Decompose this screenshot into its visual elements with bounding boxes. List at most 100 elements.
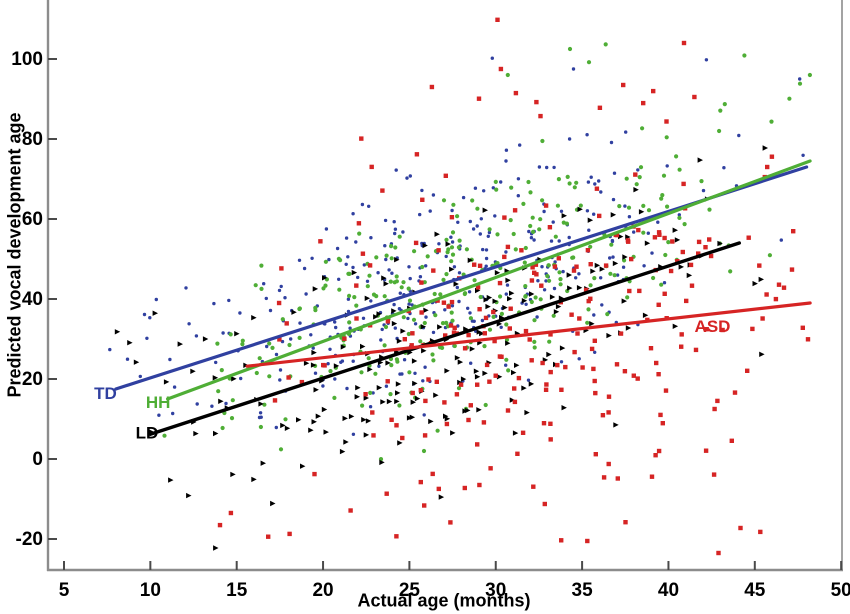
scatter-series-td: [108, 56, 805, 436]
scatter-point-asd: [750, 326, 755, 332]
scatter-point-ld: [485, 303, 491, 310]
scatter-point-asd: [380, 188, 385, 193]
scatter-point-asd: [679, 344, 684, 349]
scatter-point-td: [354, 240, 358, 244]
scatter-point-hh: [660, 193, 665, 198]
scatter-point-hh: [240, 342, 245, 347]
scatter-point-td: [145, 336, 149, 340]
y-tick-label: 60: [22, 209, 43, 230]
scatter-point-hh: [220, 425, 225, 431]
scatter-point-td: [268, 308, 273, 313]
scatter-point-hh: [240, 338, 245, 343]
scatter-point-td: [392, 302, 396, 307]
scatter-point-asd: [458, 382, 464, 387]
scatter-point-ld: [363, 432, 370, 438]
scatter-point-hh: [359, 370, 364, 375]
scatter-point-td: [504, 159, 508, 163]
scatter-point-td: [346, 297, 351, 301]
scatter-point-asd: [791, 229, 796, 234]
scatter-point-hh: [578, 203, 583, 208]
scatter-point-ld: [367, 366, 373, 373]
x-tick-label: 40: [658, 580, 679, 601]
scatter-point-hh: [352, 295, 357, 300]
scatter-point-asd: [284, 321, 289, 326]
x-tick-label: 15: [226, 580, 248, 601]
scatter-point-td: [324, 227, 329, 231]
scatter-point-asd: [430, 471, 435, 477]
scatter-point-asd: [367, 263, 373, 268]
scatter-point-ld: [509, 290, 515, 296]
scatter-point-asd: [529, 358, 534, 363]
scatter-point-asd: [623, 520, 628, 525]
scatter-point-asd: [716, 550, 721, 556]
scatter-point-asd: [563, 364, 568, 370]
scatter-point-ld: [613, 422, 619, 428]
scatter-point-td: [468, 219, 472, 224]
scatter-point-asd: [800, 325, 805, 330]
scatter-point-td: [221, 331, 225, 335]
scatter-point-asd: [441, 300, 447, 305]
scatter-point-ld: [474, 374, 481, 380]
scatter-point-td: [278, 378, 282, 382]
scatter-point-asd: [689, 283, 695, 288]
scatter-point-td: [384, 257, 388, 262]
scatter-point-ld: [386, 398, 393, 405]
scatter-point-ld: [642, 312, 649, 318]
scatter-point-asd: [418, 479, 423, 485]
scatter-point-asd: [423, 398, 428, 404]
scatter-point-hh: [677, 167, 682, 172]
scatter-point-td: [277, 288, 282, 293]
scatter-point-hh: [456, 386, 462, 391]
scatter-point-ld: [406, 415, 413, 421]
scatter-point-ld: [376, 385, 383, 391]
scatter-point-td: [262, 282, 266, 286]
scatter-point-hh: [457, 238, 462, 243]
scatter-point-td: [701, 188, 706, 193]
scatter-point-asd: [635, 376, 640, 381]
scatter-point-hh: [478, 294, 483, 300]
scatter-point-hh: [431, 358, 436, 363]
scatter-point-td: [309, 333, 313, 337]
scatter-point-hh: [229, 416, 235, 421]
scatter-point-hh: [337, 287, 342, 292]
scatter-point-asd: [769, 154, 775, 159]
scatter-point-asd: [434, 379, 439, 384]
scatter-point-hh: [538, 297, 543, 302]
scatter-point-ld: [590, 268, 596, 274]
scatter-point-hh: [807, 72, 813, 78]
scatter-point-ld: [686, 272, 693, 279]
scatter-point-asd: [476, 96, 482, 101]
scatter-point-asd: [515, 451, 520, 456]
scatter-point-ld: [420, 324, 427, 330]
scatter-point-ld: [365, 418, 372, 424]
scatter-point-ld: [633, 187, 639, 193]
scatter-point-ld: [311, 419, 317, 425]
scatter-point-td: [405, 176, 409, 180]
scatter-point-asd: [621, 82, 626, 88]
scatter-point-asd: [394, 534, 399, 539]
scatter-point-ld: [529, 291, 535, 297]
scatter-point-asd: [668, 268, 674, 274]
scatter-point-ld: [363, 395, 369, 401]
scatter-point-ld: [300, 463, 306, 469]
scatter-point-td: [387, 268, 391, 272]
scatter-point-asd: [556, 256, 561, 261]
scatter-point-hh: [262, 402, 267, 407]
scatter-point-hh: [674, 154, 679, 159]
scatter-point-asd: [606, 394, 612, 399]
scatter-point-hh: [797, 81, 803, 86]
scatter-point-ld: [230, 471, 236, 478]
scatter-point-asd: [660, 421, 665, 426]
scatter-point-hh: [347, 271, 352, 276]
scatter-point-hh: [388, 279, 393, 284]
scatter-point-ld: [410, 399, 416, 405]
scatter-point-ld: [479, 330, 485, 337]
scatter-point-hh: [528, 190, 533, 195]
scatter-point-ld: [514, 362, 520, 368]
scatter-point-ld: [457, 379, 463, 386]
scatter-point-td: [368, 405, 373, 409]
scatter-point-ld: [559, 345, 566, 351]
scatter-point-asd: [572, 349, 577, 355]
scatter-point-hh: [228, 332, 233, 337]
scatter-point-hh: [411, 317, 417, 322]
